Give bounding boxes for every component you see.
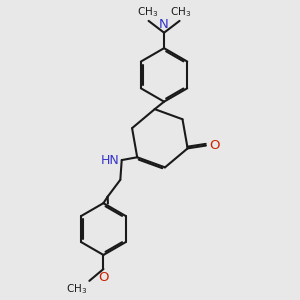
Text: CH$_3$: CH$_3$: [136, 5, 158, 19]
Text: O: O: [98, 271, 109, 284]
Text: CH$_3$: CH$_3$: [66, 283, 87, 296]
Text: CH$_3$: CH$_3$: [170, 5, 192, 19]
Text: HN: HN: [101, 154, 119, 166]
Text: N: N: [159, 18, 169, 31]
Text: O: O: [209, 139, 220, 152]
